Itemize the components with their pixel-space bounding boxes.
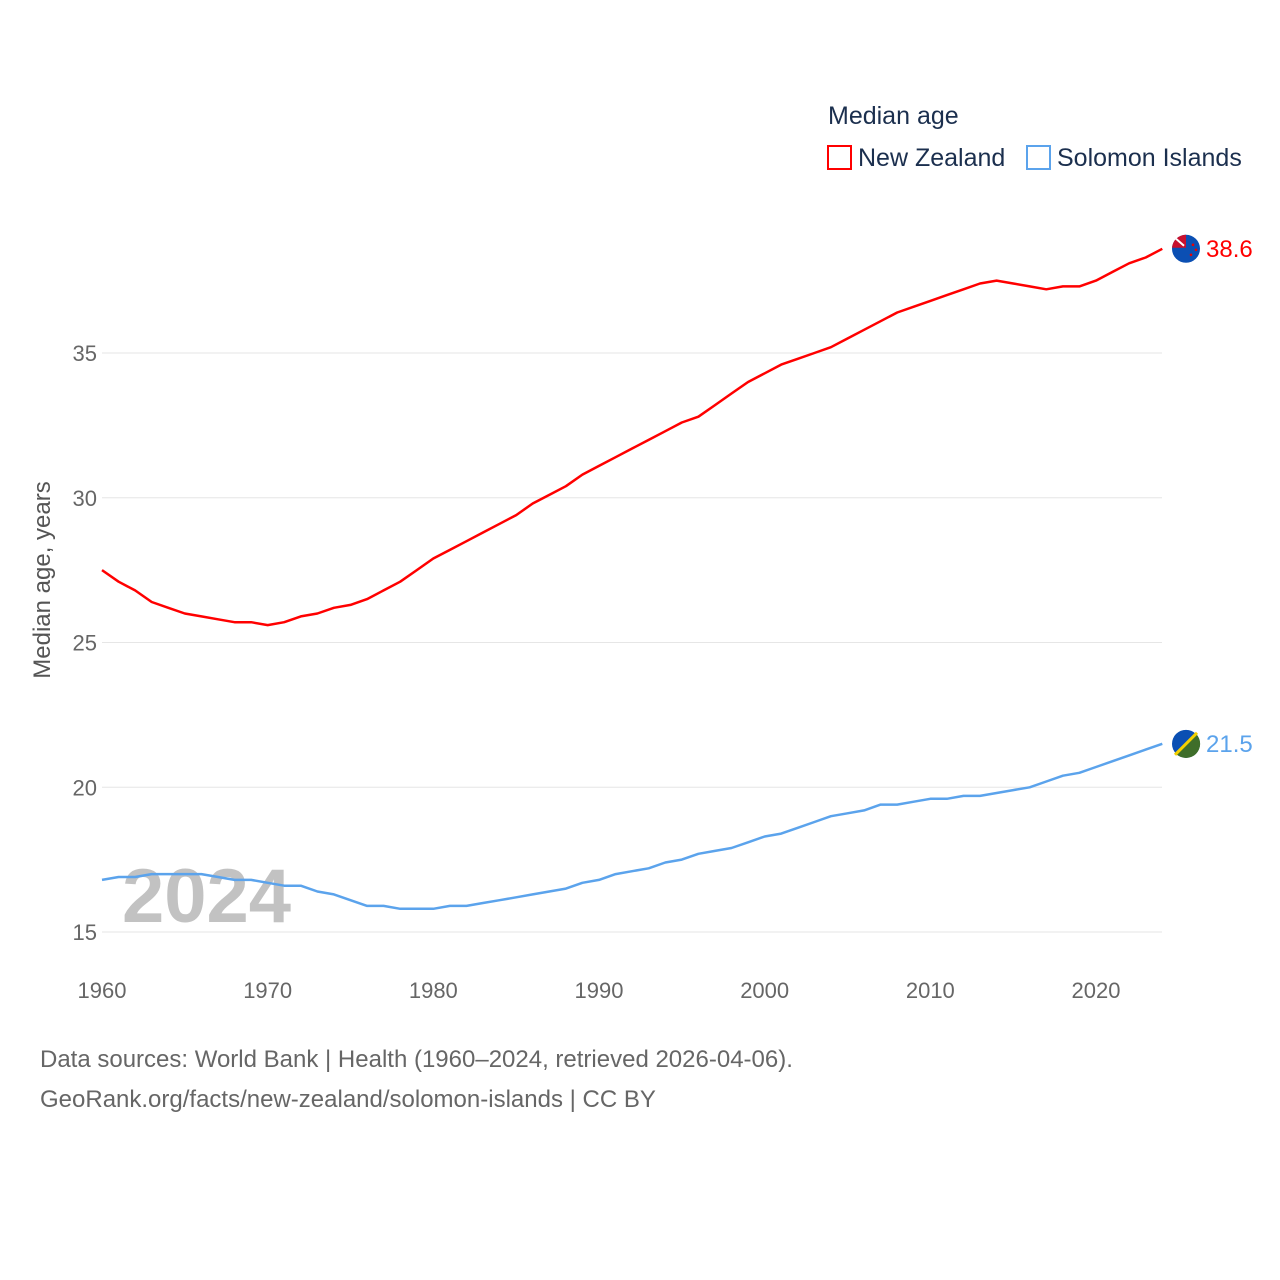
- x-tick-label: 2010: [906, 978, 955, 1003]
- y-tick-label: 20: [73, 775, 97, 800]
- data-source-text: Data sources: World Bank | Health (1960–…: [40, 1046, 793, 1073]
- legend-swatch: [1026, 145, 1051, 170]
- legend-item-new-zealand[interactable]: New Zealand: [827, 144, 1005, 172]
- x-tick-label: 1990: [575, 978, 624, 1003]
- x-tick-label: 1980: [409, 978, 458, 1003]
- end-value-label: 21.5: [1206, 731, 1253, 758]
- y-tick-label: 35: [73, 341, 97, 366]
- y-tick-label: 25: [73, 631, 97, 656]
- legend-swatch: [827, 145, 852, 170]
- series-line-solomon-islands: [101, 742, 1163, 911]
- y-tick-label: 15: [73, 920, 97, 945]
- flag-icon: [1172, 729, 1201, 758]
- x-tick-label: 1960: [78, 978, 127, 1003]
- legend-label: Solomon Islands: [1057, 144, 1242, 172]
- x-tick-label: 1970: [243, 978, 292, 1003]
- series-line-new-zealand: [101, 247, 1163, 627]
- legend-label: New Zealand: [858, 144, 1005, 172]
- year-watermark: 2024: [122, 854, 291, 939]
- y-axis-label: Median age, years: [29, 481, 56, 678]
- x-tick-label: 2000: [740, 978, 789, 1003]
- legend-title: Median age: [828, 102, 959, 130]
- end-value-label: 38.6: [1206, 236, 1253, 263]
- x-tick-label: 2020: [1072, 978, 1121, 1003]
- source-link[interactable]: GeoRank.org/facts/new-zealand/solomon-is…: [40, 1086, 656, 1113]
- legend-item-solomon-islands[interactable]: Solomon Islands: [1026, 144, 1242, 172]
- flag-icon: [1172, 234, 1200, 263]
- y-tick-label: 30: [73, 486, 97, 511]
